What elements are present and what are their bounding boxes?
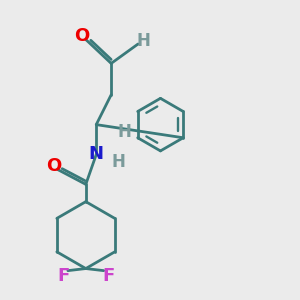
Text: H: H [118,123,132,141]
Text: H: H [111,153,125,171]
Text: F: F [57,267,70,285]
Text: F: F [102,267,114,285]
Text: H: H [136,32,150,50]
Text: O: O [46,157,62,175]
Text: O: O [75,27,90,45]
Text: N: N [89,146,104,164]
